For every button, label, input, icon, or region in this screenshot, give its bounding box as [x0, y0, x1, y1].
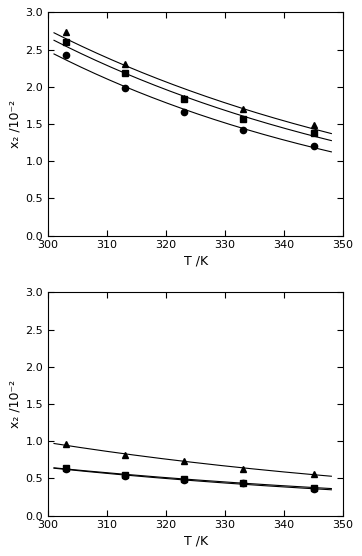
Y-axis label: x₂ /10⁻²: x₂ /10⁻²: [8, 380, 21, 428]
Y-axis label: x₂ /10⁻²: x₂ /10⁻²: [8, 100, 21, 148]
X-axis label: T /K: T /K: [184, 255, 208, 267]
X-axis label: T /K: T /K: [184, 535, 208, 548]
